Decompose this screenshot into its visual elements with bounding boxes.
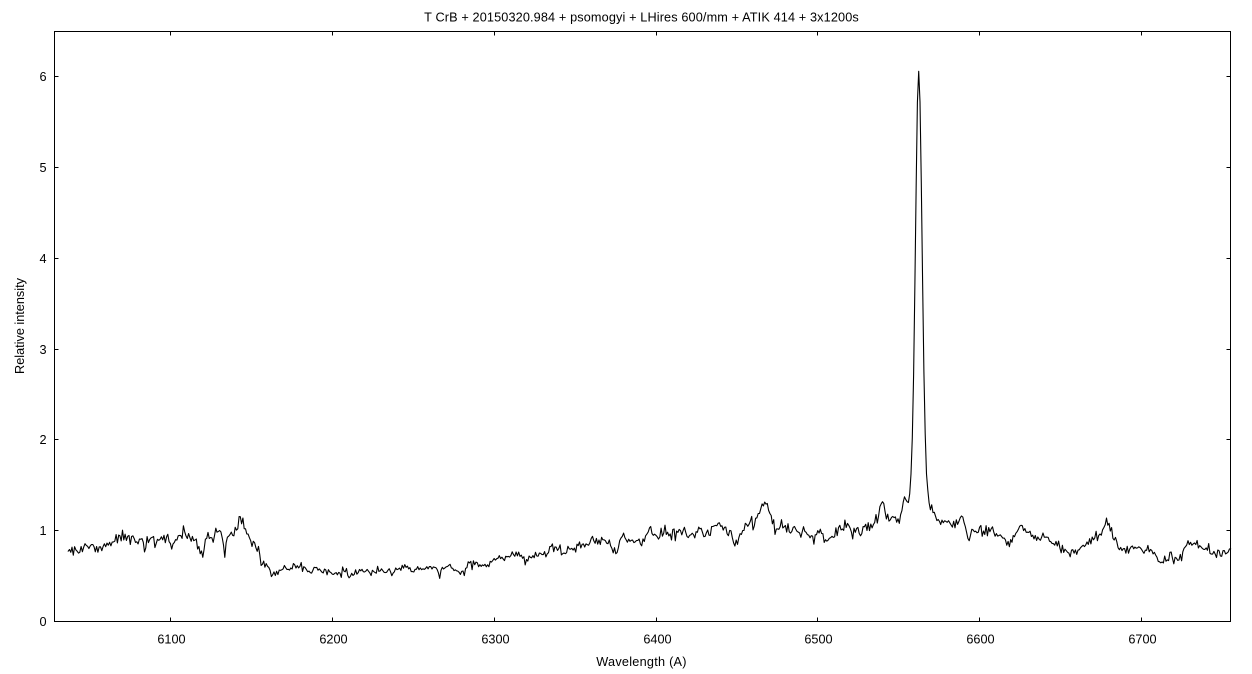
svg-text:6400: 6400 [643, 633, 671, 647]
svg-text:3: 3 [39, 343, 46, 357]
svg-text:6300: 6300 [481, 633, 509, 647]
svg-text:2: 2 [39, 433, 46, 447]
svg-text:6500: 6500 [804, 633, 832, 647]
svg-text:4: 4 [39, 252, 46, 266]
svg-text:Relative intensity: Relative intensity [13, 277, 27, 374]
svg-text:5: 5 [39, 161, 46, 175]
svg-text:6100: 6100 [157, 633, 185, 647]
svg-text:6600: 6600 [966, 633, 994, 647]
svg-text:T CrB + 20150320.984 + psomogy: T CrB + 20150320.984 + psomogyi + LHires… [424, 11, 859, 25]
svg-text:6700: 6700 [1128, 633, 1156, 647]
svg-text:Wavelength (A): Wavelength (A) [596, 655, 686, 669]
svg-text:1: 1 [39, 524, 46, 538]
svg-text:6: 6 [39, 70, 46, 84]
svg-text:6200: 6200 [319, 633, 347, 647]
svg-text:0: 0 [39, 615, 46, 629]
